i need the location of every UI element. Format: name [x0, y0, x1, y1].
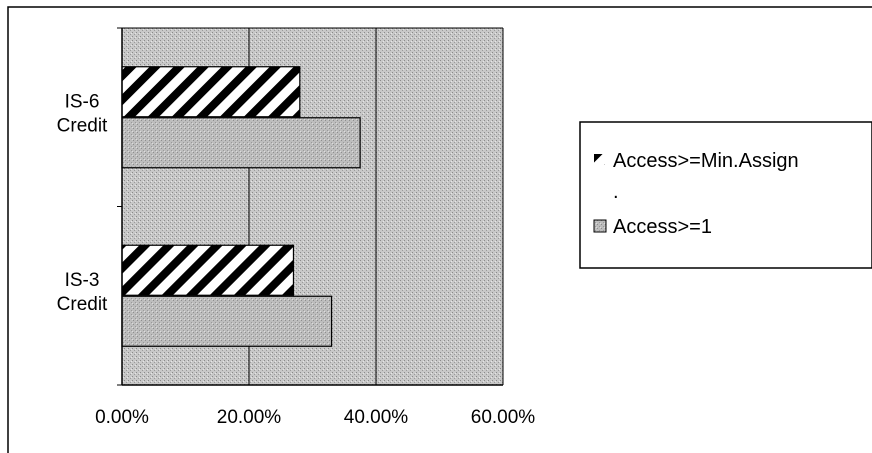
x-tick-label: 20.00%: [217, 407, 282, 428]
legend-item-min-assign: Access>=Min.Assign: [594, 150, 799, 172]
x-tick-label: 60.00%: [471, 407, 536, 428]
x-tick-label: 0.00%: [95, 407, 149, 428]
category-label: IS-3 Credit: [57, 270, 108, 315]
legend-swatch-stipple: [593, 219, 607, 233]
legend-label-access-1: Access>=1: [613, 216, 712, 238]
legend-box: [579, 121, 872, 269]
bar-min-assign: [121, 244, 295, 296]
category-label-line: Credit: [57, 115, 108, 136]
legend-label-dot: .: [613, 181, 619, 203]
category-labels: IS-3 Credit IS-6 Credit: [57, 91, 108, 315]
legend-item-access-1: Access>=1: [593, 216, 712, 238]
category-label-line: IS-6: [65, 91, 100, 112]
x-tick-labels: 0.00% 20.00% 40.00% 60.00%: [95, 407, 535, 428]
legend-swatch-hatch: [594, 154, 605, 165]
category-label-line: IS-3: [65, 270, 100, 291]
legend: Access>=Min.Assign . Access>=1: [579, 121, 872, 269]
bars: [121, 66, 361, 347]
axes: [117, 27, 503, 386]
category-label: IS-6 Credit: [57, 91, 108, 136]
bar-access-1: [121, 117, 361, 169]
x-tick-label: 40.00%: [344, 407, 409, 428]
bar-min-assign: [121, 66, 301, 118]
bar-access-1: [121, 295, 333, 347]
category-label-line: Credit: [57, 294, 108, 315]
legend-label-min-assign: Access>=Min.Assign: [613, 150, 799, 172]
